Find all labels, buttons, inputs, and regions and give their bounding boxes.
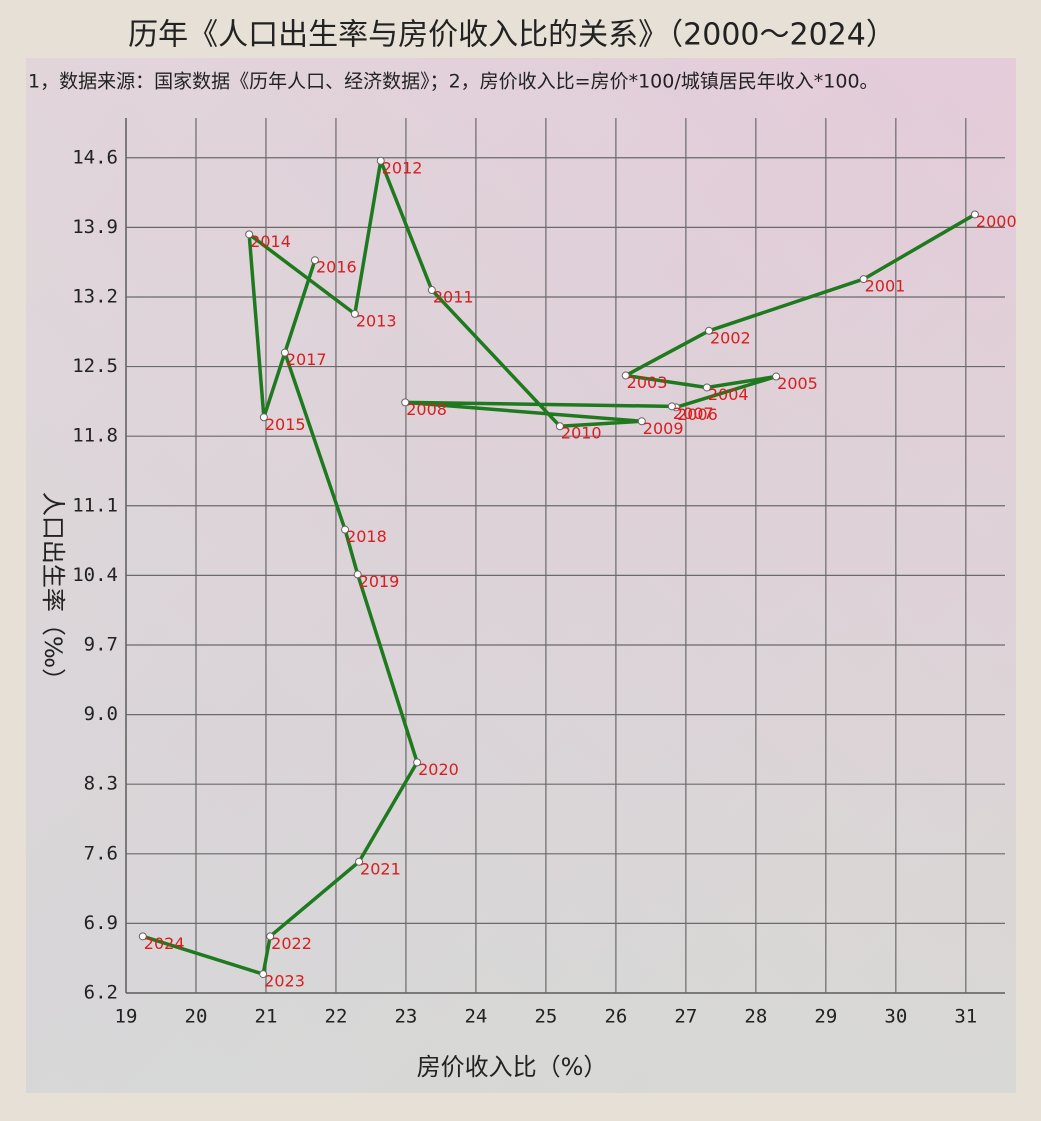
x-tick-label: 22 (325, 1006, 348, 1028)
point-label: 2004 (708, 385, 749, 404)
x-tick-label: 23 (394, 1006, 417, 1028)
point-label: 2002 (710, 328, 751, 347)
data-point (702, 383, 711, 392)
data-point (413, 758, 422, 767)
data-point (704, 326, 713, 335)
point-label: 2014 (250, 232, 291, 251)
y-tick-label: 8.3 (84, 773, 118, 795)
y-tick-label: 11.8 (72, 425, 118, 447)
data-point (970, 210, 979, 219)
point-label: 2012 (382, 158, 423, 177)
point-label: 2024 (144, 934, 185, 953)
x-tick-label: 26 (604, 1006, 627, 1028)
point-label: 2017 (286, 350, 327, 369)
y-tick-label: 6.9 (84, 912, 118, 934)
chart-title: 历年《人口出生率与房价收入比的关系》（2000～2024） (128, 18, 896, 53)
data-point (772, 372, 781, 381)
data-point (355, 857, 364, 866)
point-label: 2022 (271, 934, 312, 953)
point-label: 2009 (643, 419, 684, 438)
data-point (245, 230, 254, 239)
point-label: 2018 (346, 527, 387, 546)
data-point (401, 398, 410, 407)
y-tick-label: 6.2 (84, 982, 118, 1004)
x-tick-label: 20 (185, 1006, 208, 1028)
point-label: 2023 (264, 972, 305, 991)
point-label: 2010 (561, 424, 602, 443)
x-tick-label: 28 (744, 1006, 767, 1028)
data-point (376, 156, 385, 165)
y-tick-label: 13.9 (72, 216, 118, 238)
data-point (667, 402, 676, 411)
data-point (266, 932, 275, 941)
data-point (280, 348, 289, 357)
point-label: 2008 (406, 400, 447, 419)
point-label: 2011 (433, 288, 474, 307)
y-tick-label: 10.4 (72, 564, 118, 586)
data-point (353, 570, 362, 579)
y-tick-label: 14.6 (72, 146, 118, 168)
data-point (555, 422, 564, 431)
data-point (259, 970, 268, 979)
x-tick-label: 31 (954, 1006, 977, 1028)
point-label: 2021 (360, 859, 401, 878)
y-tick-label: 12.5 (72, 355, 118, 377)
point-label: 2007 (673, 404, 714, 423)
data-point (621, 371, 630, 380)
y-tick-label: 7.6 (84, 842, 118, 864)
point-label: 2016 (316, 258, 357, 277)
y-tick-label: 11.1 (72, 494, 118, 516)
x-tick-label: 25 (534, 1006, 557, 1028)
data-point (427, 286, 436, 295)
point-label: 2006 (677, 405, 718, 424)
point-label: 2001 (865, 277, 906, 296)
x-tick-label: 29 (814, 1006, 837, 1028)
subtitle: 1，数据来源：国家数据《历年人口、经济数据》；2，房价收入比=房价*100/城镇… (28, 71, 879, 93)
y-tick-label: 9.0 (84, 703, 118, 725)
point-label: 2013 (356, 311, 397, 330)
point-label: 2000 (976, 212, 1017, 231)
y-tick-label: 13.2 (72, 285, 118, 307)
x-tick-label: 24 (464, 1006, 487, 1028)
data-point (341, 525, 350, 534)
data-point (637, 417, 646, 426)
point-label: 2003 (627, 373, 668, 392)
x-tick-label: 30 (884, 1006, 907, 1028)
point-label: 2019 (359, 572, 400, 591)
data-point (350, 309, 359, 318)
point-label: 2015 (265, 415, 306, 434)
point-label: 2005 (777, 374, 818, 393)
data-point (138, 932, 147, 941)
y-tick-label: 9.7 (84, 633, 118, 655)
x-tick-label: 27 (674, 1006, 697, 1028)
x-tick-label: 19 (115, 1006, 138, 1028)
point-label: 2020 (418, 760, 459, 779)
x-tick-label: 21 (255, 1006, 278, 1028)
data-point (859, 275, 868, 284)
data-point (259, 413, 268, 422)
y-axis-label: 人口出生率（‰） (39, 492, 67, 692)
x-axis-label: 房价收入比（%） (417, 1053, 608, 1081)
data-point (310, 256, 319, 265)
